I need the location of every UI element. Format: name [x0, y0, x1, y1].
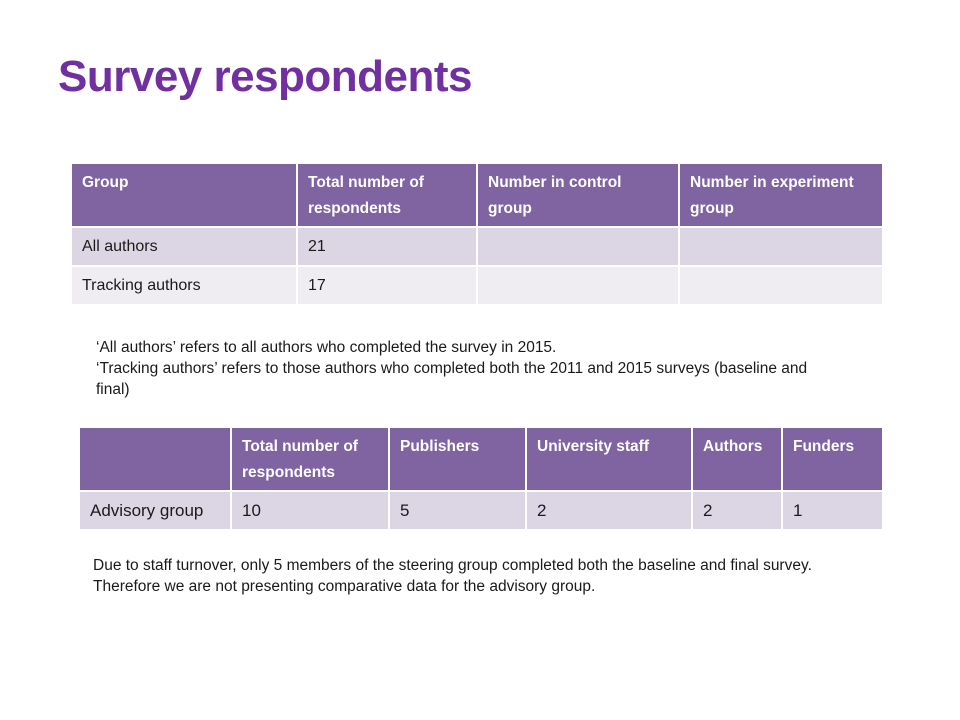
cell-publishers: 5 — [388, 490, 527, 531]
cell-group: Tracking authors — [70, 265, 298, 306]
cell-group: All authors — [70, 226, 298, 267]
cell-experiment — [678, 265, 884, 306]
cell-total: 21 — [296, 226, 478, 267]
cell-university-staff: 2 — [525, 490, 693, 531]
header-authors: Authors — [691, 426, 783, 492]
staff-turnover-note: Due to staff turnover, only 5 members of… — [93, 557, 812, 595]
table-header-row: Total number of respondents Publishers U… — [78, 426, 884, 492]
header-publishers: Publishers — [388, 426, 527, 492]
header-total-respondents: Total number of respondents — [296, 162, 478, 228]
table-row: Tracking authors 17 — [70, 265, 884, 306]
cell-control — [476, 226, 680, 267]
cell-total: 17 — [296, 265, 478, 306]
header-empty — [78, 426, 232, 492]
advisory-group-table: Total number of respondents Publishers U… — [78, 426, 884, 531]
authors-definition-note: ‘All authors’ refers to all authors who … — [96, 337, 816, 400]
header-control-group: Number in control group — [476, 162, 680, 228]
header-university-staff: University staff — [525, 426, 693, 492]
table-row: All authors 21 — [70, 226, 884, 267]
cell-group: Advisory group — [78, 490, 232, 531]
slide-title: Survey respondents — [58, 52, 473, 101]
table-row: Advisory group 10 5 2 2 1 — [78, 490, 884, 531]
cell-funders: 1 — [781, 490, 884, 531]
header-total-respondents: Total number of respondents — [230, 426, 390, 492]
respondents-table: Group Total number of respondents Number… — [70, 162, 884, 306]
note-line: ‘Tracking authors’ refers to those autho… — [96, 360, 808, 398]
cell-total: 10 — [230, 490, 390, 531]
cell-experiment — [678, 226, 884, 267]
cell-authors: 2 — [691, 490, 783, 531]
header-funders: Funders — [781, 426, 884, 492]
header-experiment-group: Number in experiment group — [678, 162, 884, 228]
cell-control — [476, 265, 680, 306]
note-line: ‘All authors’ refers to all authors who … — [96, 339, 557, 356]
table-header-row: Group Total number of respondents Number… — [70, 162, 884, 228]
header-group: Group — [70, 162, 298, 228]
